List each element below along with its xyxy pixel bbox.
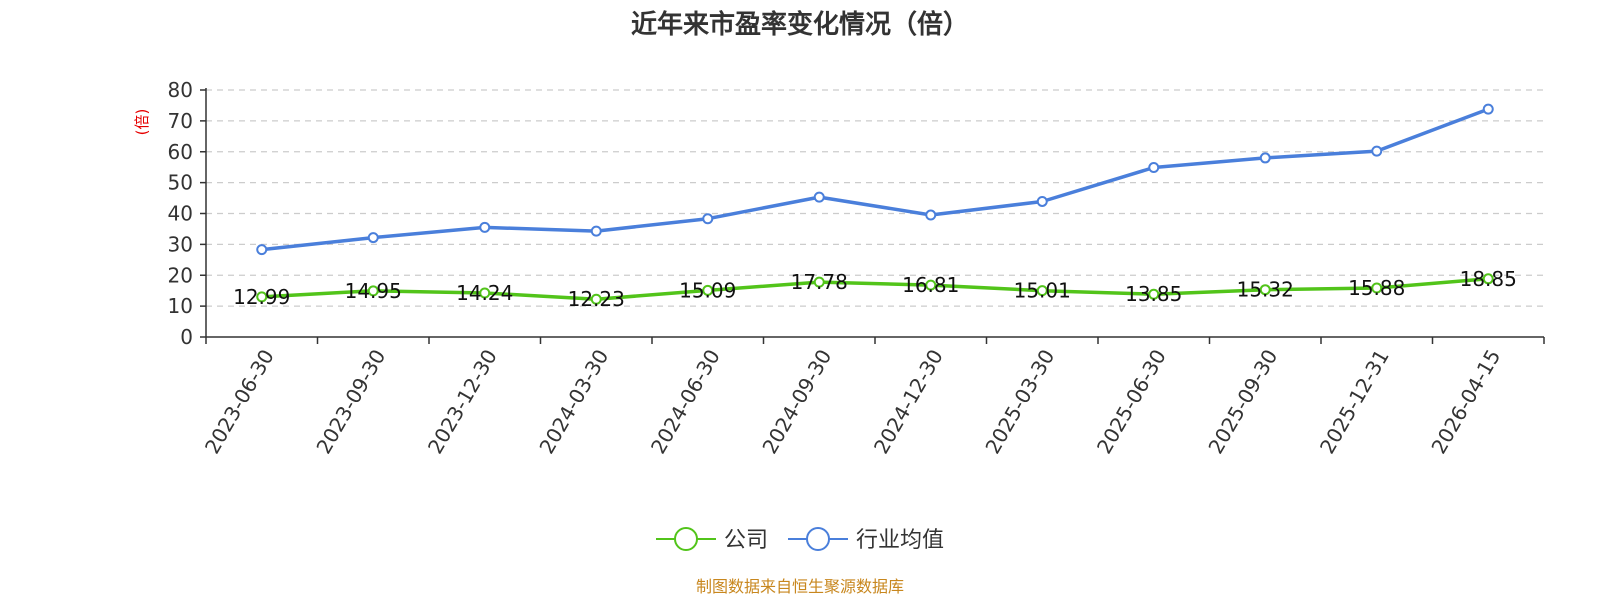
data-point <box>1482 273 1494 285</box>
x-tick-label: 2025-12-31 <box>1315 345 1394 458</box>
data-label: 13.85 <box>1125 282 1182 306</box>
x-tick-label: 2024-03-30 <box>534 345 613 458</box>
y-tick-label: 40 <box>168 202 193 226</box>
legend-label: 行业均值 <box>856 528 944 553</box>
x-tick-label: 2024-09-30 <box>757 345 836 458</box>
series-line-1 <box>260 107 1491 252</box>
y-tick-label: 20 <box>168 263 193 287</box>
data-point <box>256 244 268 256</box>
axis-layer: 0 10 20 30 40 50 60 70 80 2023-06-30 2023-09-30 202… <box>168 78 1545 458</box>
x-tick-label: 2026-04-15 <box>1426 345 1505 458</box>
x-tick-label: 2023-12-30 <box>423 345 502 458</box>
data-point <box>1371 282 1383 294</box>
data-label-layer: 12.99 14.95 14.24 12.23 15.09 17.78 16.81 15.01… <box>233 267 1517 311</box>
y-tick-label: 70 <box>168 109 193 133</box>
data-point <box>1036 195 1048 207</box>
y-tick-label: 0 <box>180 325 193 349</box>
data-point <box>590 225 602 237</box>
y-tick-label: 30 <box>168 232 193 256</box>
x-tick-label: 2024-12-30 <box>869 345 948 458</box>
data-point <box>1148 288 1160 300</box>
data-point <box>590 293 602 305</box>
data-point <box>256 291 268 303</box>
x-tick-label: 2025-03-30 <box>980 345 1059 458</box>
data-point <box>479 287 491 299</box>
y-tick-label: 60 <box>168 140 193 164</box>
data-label: 17.78 <box>791 270 848 294</box>
y-axis-label: (倍) <box>133 109 151 136</box>
x-tick-label: 2024-06-30 <box>646 345 725 458</box>
y-tick-label: 50 <box>168 171 193 195</box>
data-point <box>1259 152 1271 164</box>
legend-marker-icon <box>674 527 698 551</box>
data-label: 16.81 <box>902 273 959 297</box>
data-point <box>1371 145 1383 157</box>
data-point <box>702 213 714 225</box>
data-label: 18.85 <box>1460 267 1517 291</box>
x-tick-label: 2023-06-30 <box>200 345 279 458</box>
chart-title: 近年来市盈率变化情况（倍） <box>631 9 969 40</box>
data-point <box>1148 161 1160 173</box>
data-label: 14.95 <box>345 279 402 303</box>
data-point <box>813 276 825 288</box>
source-note: 制图数据来自恒生聚源数据库 <box>696 577 904 596</box>
series-line-0 <box>260 277 1491 301</box>
data-point <box>367 285 379 297</box>
grid-layer <box>206 89 1544 307</box>
data-point <box>479 221 491 233</box>
data-point <box>925 209 937 221</box>
data-label: 12.23 <box>568 287 625 311</box>
data-label: 15.09 <box>679 278 736 302</box>
y-tick-label: 10 <box>168 294 193 318</box>
x-tick-label: 2025-09-30 <box>1203 345 1282 458</box>
y-tick-label: 80 <box>168 78 193 102</box>
legend-marker-icon <box>806 527 830 551</box>
data-point <box>1036 285 1048 297</box>
data-label: 15.32 <box>1237 278 1294 302</box>
legend: 公司 行业均值 <box>656 527 944 553</box>
data-label: 14.24 <box>456 281 513 305</box>
data-label: 15.88 <box>1348 276 1405 300</box>
data-point <box>367 232 379 244</box>
data-point <box>702 284 714 296</box>
series-layer <box>256 103 1494 305</box>
data-point <box>925 279 937 291</box>
data-label: 15.01 <box>1014 279 1071 303</box>
x-tick-label: 2025-06-30 <box>1092 345 1171 458</box>
legend-label: 公司 <box>724 528 768 553</box>
data-point <box>1259 284 1271 296</box>
x-tick-label: 2023-09-30 <box>311 345 390 458</box>
data-point <box>813 191 825 203</box>
data-label: 12.99 <box>233 285 290 309</box>
y-axis-label-group: (倍) <box>133 109 151 136</box>
data-point <box>1482 103 1494 115</box>
